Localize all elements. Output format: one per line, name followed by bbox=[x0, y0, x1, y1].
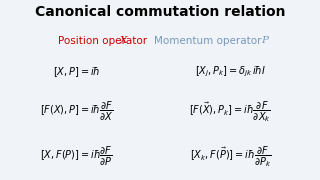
Text: Canonical commutation relation: Canonical commutation relation bbox=[35, 5, 285, 19]
Text: P: P bbox=[261, 36, 268, 45]
Text: X: X bbox=[120, 36, 127, 45]
Text: Position operator: Position operator bbox=[58, 36, 150, 46]
Text: $[X_j, P_k] = \delta_{jk}\,i\hbar I$: $[X_j, P_k] = \delta_{jk}\,i\hbar I$ bbox=[195, 65, 266, 79]
Text: $[F(\vec{X}), P_k] = i\hbar\dfrac{\partial F}{\partial X_k}$: $[F(\vec{X}), P_k] = i\hbar\dfrac{\parti… bbox=[189, 99, 271, 124]
Text: $[F(X), P] = i\hbar\dfrac{\partial F}{\partial X}$: $[F(X), P] = i\hbar\dfrac{\partial F}{\p… bbox=[40, 100, 114, 123]
Text: $[X, P] = i\hbar$: $[X, P] = i\hbar$ bbox=[53, 65, 100, 79]
Text: $[X, F(P)] = i\hbar\dfrac{\partial F}{\partial P}$: $[X, F(P)] = i\hbar\dfrac{\partial F}{\p… bbox=[40, 145, 113, 168]
Text: $[X_k, F(\vec{P})] = i\hbar\dfrac{\partial F}{\partial P_k}$: $[X_k, F(\vec{P})] = i\hbar\dfrac{\parti… bbox=[190, 144, 271, 169]
Text: Momentum operator: Momentum operator bbox=[154, 36, 264, 46]
